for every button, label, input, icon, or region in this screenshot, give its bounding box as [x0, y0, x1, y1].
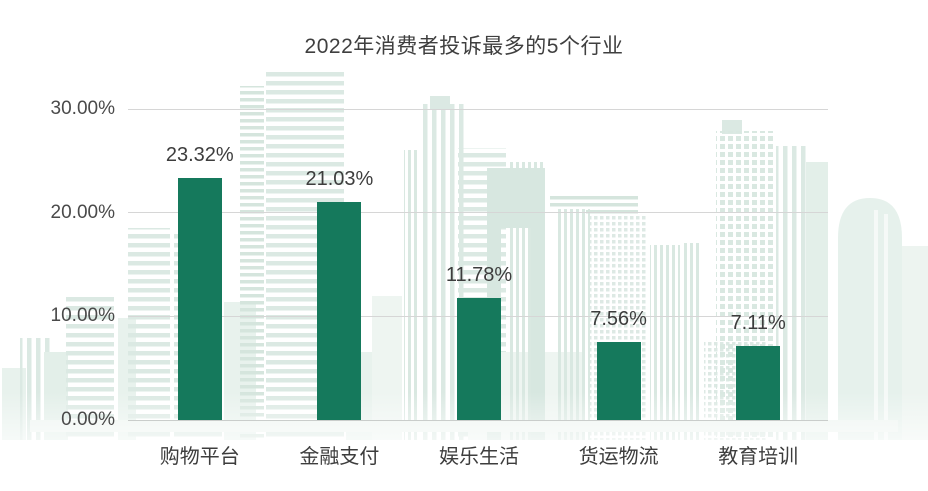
x-axis-label: 购物平台	[159, 446, 240, 468]
gridline	[128, 212, 828, 214]
bar-value-label: 7.11%	[730, 312, 786, 335]
bar	[177, 178, 222, 420]
gridline	[128, 108, 828, 110]
bar	[736, 346, 781, 420]
y-tick-label: 10.00%	[50, 305, 115, 327]
bar	[596, 341, 641, 420]
y-tick-label: 30.00%	[50, 98, 115, 119]
y-tick-label: 0.00%	[61, 409, 115, 430]
chart-title: 2022年消费者投诉最多的5个行业	[304, 35, 624, 58]
x-axis-label: 教育培训	[718, 446, 799, 468]
x-axis-line	[128, 419, 828, 421]
bar-value-label: 23.32%	[165, 144, 234, 167]
bar-value-label: 21.03%	[305, 167, 374, 190]
bar-value-label: 11.78%	[445, 263, 513, 286]
bar	[317, 201, 362, 420]
x-axis-label: 娱乐生活	[439, 446, 519, 468]
y-tick-label: 20.00%	[50, 201, 115, 223]
x-axis-label: 金融支付	[299, 446, 380, 468]
bar-value-label: 7.56%	[590, 307, 647, 330]
x-axis-label: 货运物流	[578, 446, 659, 468]
bar	[457, 297, 501, 420]
